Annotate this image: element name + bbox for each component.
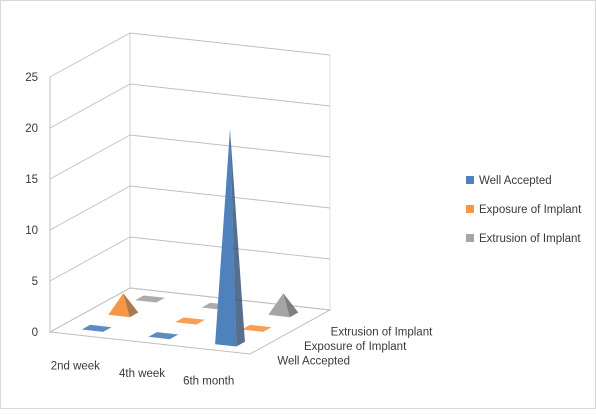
y-tick-label: 15 bbox=[25, 174, 38, 186]
y-tick-label: 25 bbox=[25, 72, 38, 84]
y-tick-label: 0 bbox=[32, 327, 38, 339]
legend-swatch bbox=[466, 234, 474, 242]
category-label: 2nd week bbox=[51, 361, 100, 373]
legend-swatch bbox=[466, 176, 474, 184]
y-tick-label: 10 bbox=[25, 225, 38, 237]
depth-axis-label: Well Accepted bbox=[277, 356, 350, 368]
legend-entry-label: Exposure of Implant bbox=[479, 204, 582, 216]
legend-swatch bbox=[466, 205, 474, 213]
legend-entry-label: Extrusion of Implant bbox=[479, 233, 581, 245]
legend-entry-label: Well Accepted bbox=[479, 175, 552, 187]
category-label: 6th month bbox=[183, 375, 234, 387]
y-tick-label: 20 bbox=[25, 123, 38, 135]
category-label: 4th week bbox=[119, 368, 165, 380]
depth-axis-label: Extrusion of Implant bbox=[331, 326, 433, 338]
depth-axis-label: Exposure of Implant bbox=[304, 341, 407, 353]
y-tick-label: 5 bbox=[32, 276, 38, 288]
